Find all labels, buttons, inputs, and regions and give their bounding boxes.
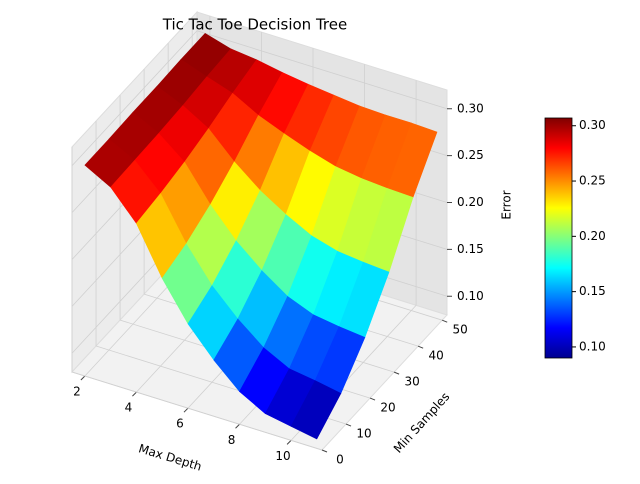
colorbar-tick-label: 0.15 [579, 284, 606, 298]
x-tick [132, 391, 137, 397]
colorbar-tick-label: 0.25 [579, 174, 606, 188]
y-tick-label: 30 [404, 375, 419, 389]
x-tick [80, 375, 86, 381]
colorbar-tick-label: 0.10 [579, 339, 606, 353]
x-tick-label: 8 [228, 433, 236, 447]
y-tick [369, 397, 376, 401]
surface [84, 33, 438, 440]
z-grid-line [196, 30, 448, 110]
x-tick-label: 2 [73, 385, 81, 399]
colorbar-tick-label: 0.20 [579, 229, 606, 243]
x-tick [286, 439, 292, 445]
y-tick-label: 10 [356, 427, 371, 441]
surface-patch [290, 380, 342, 440]
y-axis-label: Min Samples [391, 390, 452, 456]
z-tick-label: 0.10 [457, 289, 484, 303]
colorbar [544, 117, 573, 359]
y-tick [321, 449, 328, 453]
x-axis-label: Max Depth [137, 441, 203, 473]
y-tick-label: 50 [453, 323, 468, 337]
y-tick-label: 0 [336, 453, 344, 467]
y-tick [345, 423, 352, 427]
z-tick-label: 0.20 [457, 195, 484, 209]
y-tick [393, 371, 400, 375]
chart-title: Tic Tac Toe Decision Tree [162, 16, 347, 34]
x-tick-label: 10 [275, 449, 290, 463]
y-tick [417, 345, 424, 349]
x-tick-label: 6 [176, 417, 184, 431]
x-tick [235, 423, 240, 429]
z-tick-label: 0.25 [457, 148, 484, 162]
y-tick [442, 319, 448, 323]
y-tick-label: 40 [429, 349, 444, 363]
z-tick-label: 0.15 [457, 242, 484, 256]
x-tick-label: 4 [125, 401, 133, 415]
z-axis-label: Error [500, 190, 514, 219]
y-grid-line [71, 371, 323, 451]
colorbar-tick-label: 0.30 [579, 118, 606, 132]
y-tick-label: 20 [380, 401, 395, 415]
x-tick [183, 407, 189, 413]
z-tick-label: 0.30 [457, 101, 484, 115]
z-grid-line [71, 30, 198, 167]
